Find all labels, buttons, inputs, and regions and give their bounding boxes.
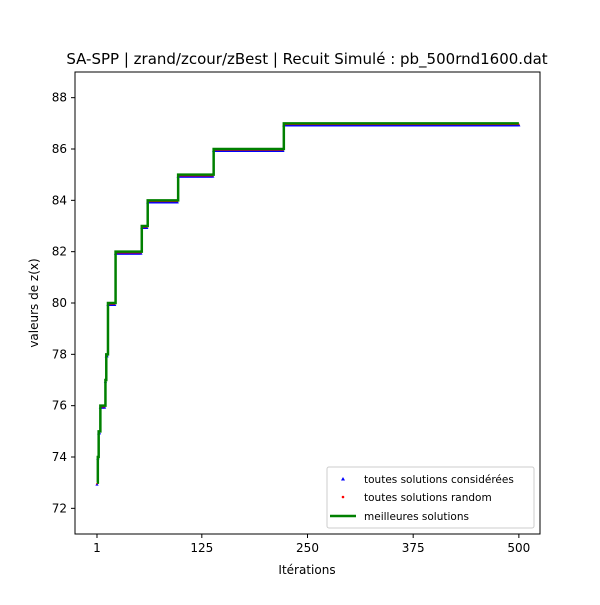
chart-title: SA-SPP | zrand/zcour/zBest | Recuit Simu… xyxy=(66,50,547,69)
x-tick-label: 125 xyxy=(190,541,213,555)
x-axis-label: Itérations xyxy=(278,563,335,577)
legend-label-random: toutes solutions random xyxy=(364,492,492,504)
y-axis: 72 74 76 78 80 82 84 86 88 xyxy=(52,91,75,515)
legend-triangle-marker-icon xyxy=(341,477,345,481)
x-tick-label: 1 xyxy=(93,541,101,555)
x-tick-label: 375 xyxy=(402,541,425,555)
best-solutions-line xyxy=(96,122,519,484)
x-tick-label: 500 xyxy=(507,541,530,555)
plot-content xyxy=(95,122,521,486)
legend-dot-marker-icon xyxy=(341,495,345,499)
y-tick-label: 86 xyxy=(52,142,67,156)
y-tick-label: 84 xyxy=(52,193,67,207)
y-tick-label: 76 xyxy=(52,399,67,413)
legend: toutes solutions considérées toutes solu… xyxy=(326,466,535,529)
legend-label-considered: toutes solutions considérées xyxy=(364,474,514,486)
x-tick-label: 250 xyxy=(296,541,319,555)
x-axis: 1 125 250 375 500 xyxy=(93,534,530,555)
legend-label-best: meilleures solutions xyxy=(364,511,469,523)
y-axis-label: valeurs de z(x) xyxy=(27,258,41,347)
legend-box xyxy=(326,466,535,529)
y-tick-label: 80 xyxy=(52,296,67,310)
y-tick-label: 74 xyxy=(52,450,67,464)
y-tick-label: 88 xyxy=(52,91,67,105)
y-tick-label: 78 xyxy=(52,347,67,361)
y-tick-label: 82 xyxy=(52,245,67,259)
y-tick-label: 72 xyxy=(52,501,67,515)
